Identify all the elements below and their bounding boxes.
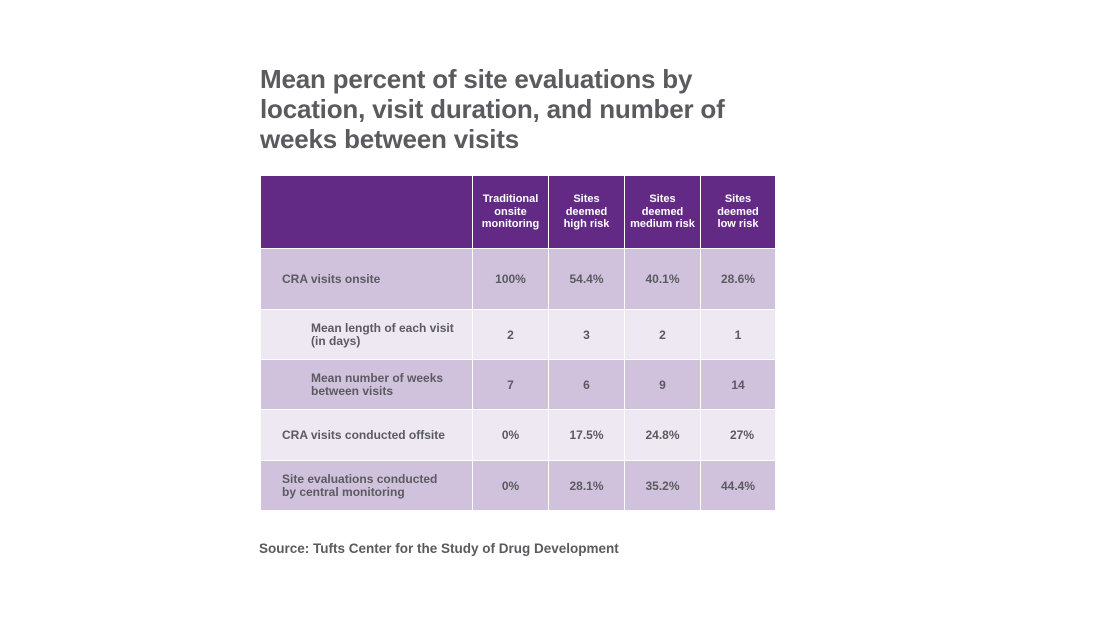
row-label: Mean length of each visit (in days) — [260, 309, 473, 360]
table-cell: 27% — [700, 409, 776, 461]
source-note: Source: Tufts Center for the Study of Dr… — [259, 541, 619, 556]
table-cell: 17.5% — [548, 409, 625, 461]
table-cell: 100% — [472, 248, 549, 310]
table-row: CRA visits onsite 100% 54.4% 40.1% 28.6% — [260, 248, 776, 310]
table-cell: 1 — [700, 309, 776, 360]
table-row: Mean length of each visit (in days) 2 3 … — [260, 309, 776, 360]
table-cell: 40.1% — [624, 248, 701, 310]
table-cell: 3 — [548, 309, 625, 360]
table-cell: 28.6% — [700, 248, 776, 310]
table-row: CRA visits conducted offsite 0% 17.5% 24… — [260, 409, 776, 461]
row-label: CRA visits conducted offsite — [260, 409, 473, 461]
table-cell: 6 — [548, 359, 625, 410]
row-label: Mean number of weeks between visits — [260, 359, 473, 410]
table-cell: 44.4% — [700, 460, 776, 511]
row-label: Site evaluations conducted by central mo… — [260, 460, 473, 511]
header-cell-high-risk: Sites deemed high risk — [548, 175, 625, 249]
table-cell: 24.8% — [624, 409, 701, 461]
header-cell-medium-risk: Sites deemed medium risk — [624, 175, 701, 249]
table-cell: 7 — [472, 359, 549, 410]
row-label: CRA visits onsite — [260, 248, 473, 310]
table-cell: 35.2% — [624, 460, 701, 511]
header-cell-low-risk: Sites deemed low risk — [700, 175, 776, 249]
table-cell: 54.4% — [548, 248, 625, 310]
table-cell: 0% — [472, 409, 549, 461]
table-cell: 14 — [700, 359, 776, 410]
table-cell: 2 — [472, 309, 549, 360]
table-cell: 2 — [624, 309, 701, 360]
table-cell: 28.1% — [548, 460, 625, 511]
header-row: Traditional onsite monitoring Sites deem… — [260, 175, 776, 249]
chart-title: Mean percent of site evaluations by loca… — [260, 64, 725, 154]
header-cell-traditional: Traditional onsite monitoring — [472, 175, 549, 249]
table-row: Site evaluations conducted by central mo… — [260, 460, 776, 511]
table-cell: 0% — [472, 460, 549, 511]
header-cell-empty — [260, 175, 473, 249]
table-row: Mean number of weeks between visits 7 6 … — [260, 359, 776, 410]
data-table: Traditional onsite monitoring Sites deem… — [260, 175, 776, 511]
table-cell: 9 — [624, 359, 701, 410]
